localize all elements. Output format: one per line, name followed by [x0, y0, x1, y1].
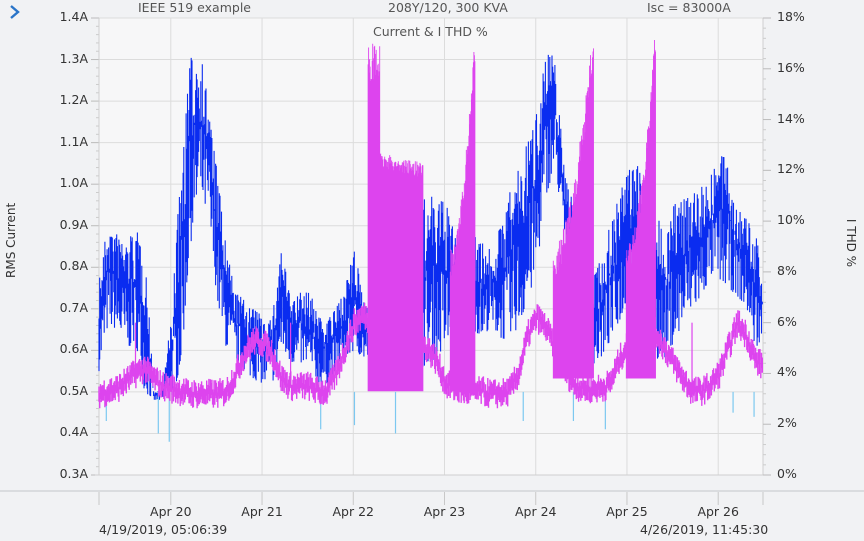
y-tick-right: 12% [777, 161, 805, 177]
chart-header-title: IEEE 519 example [138, 0, 251, 15]
expand-panel-button[interactable] [8, 4, 24, 22]
y-axis-right-title: I THD % [844, 218, 858, 268]
x-tick: Apr 22 [332, 504, 375, 519]
y-tick-left: 1.0A [59, 175, 88, 191]
x-tick: Apr 23 [423, 504, 466, 519]
range-end-timestamp: 4/26/2019, 11:45:30 [640, 522, 769, 537]
range-start-timestamp: 4/19/2019, 05:06:39 [99, 522, 228, 537]
chevron-right-icon [10, 5, 20, 19]
x-tick: Apr 21 [241, 504, 283, 519]
y-tick-right: 10% [777, 212, 805, 228]
x-tick: Apr 25 [606, 504, 648, 519]
y-tick-left: 0.4A [59, 424, 88, 440]
series-ithd [98, 40, 763, 409]
y-tick-right: 8% [777, 262, 797, 278]
y-tick-right: 2% [777, 415, 797, 431]
y-tick-left: 0.3A [59, 466, 88, 481]
axes [91, 17, 771, 505]
x-tick: Apr 26 [697, 504, 739, 519]
chart-title: Current & I THD % [373, 24, 488, 39]
y-tick-right: 14% [777, 110, 805, 126]
x-tick: Apr 24 [514, 504, 557, 519]
y-tick-left: 1.3A [59, 50, 88, 66]
range-slider-track [0, 490, 864, 492]
y-tick-left: 0.8A [59, 258, 88, 274]
x-tick: Apr 20 [150, 504, 192, 519]
chart-header-system-rating: 208Y/120, 300 KVA [388, 0, 508, 15]
y-axis-left-title: RMS Current [4, 202, 18, 278]
y-tick-right: 4% [777, 364, 797, 380]
y-tick-left: 1.4A [59, 9, 88, 24]
y-tick-right: 16% [777, 59, 805, 75]
chart-header-short-circuit-current: Isc = 83000A [647, 0, 731, 15]
y-tick-left: 0.9A [59, 216, 88, 232]
y-tick-right: 0% [777, 466, 797, 481]
y-tick-right: 18% [777, 9, 805, 24]
y-tick-left: 0.5A [59, 382, 88, 398]
y-tick-right: 6% [777, 313, 797, 329]
y-tick-left: 0.6A [59, 341, 88, 357]
y-tick-left: 1.2A [59, 92, 88, 108]
y-tick-left: 1.1A [59, 133, 88, 149]
y-tick-left: 0.7A [59, 299, 88, 315]
